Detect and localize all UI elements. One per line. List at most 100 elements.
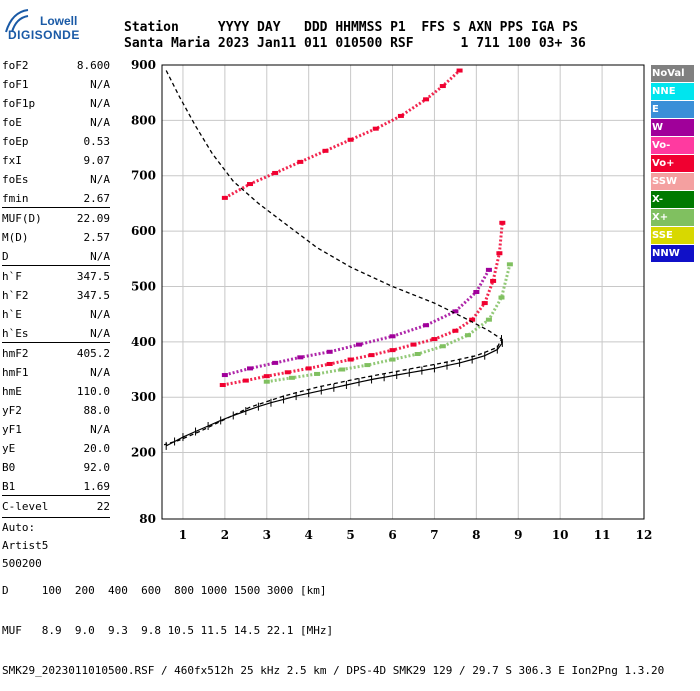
param-row: yF1 N/A [2, 420, 110, 439]
legend-item-noval: NoVal [651, 65, 694, 82]
param-name: foEs [2, 173, 29, 186]
param-row: yF2 88.0 [2, 401, 110, 420]
param-row: h`F 347.5 [2, 267, 110, 286]
legend: NoVal NNE E W Vo- Vo+ SSW X- X+ SSE NNW [651, 65, 694, 263]
param-value: N/A [90, 308, 110, 321]
param-value: 0.53 [83, 135, 111, 148]
y-tick-label: 300 [131, 390, 156, 404]
chart-profile [163, 70, 503, 446]
param-value: 2.57 [83, 231, 111, 244]
x-tick-label: 1 [179, 528, 187, 542]
x-tick-label: 12 [636, 528, 653, 542]
plot-frame [161, 64, 645, 520]
param-name: fmin [2, 192, 29, 205]
x-tick-label: 2 [221, 528, 229, 542]
series-point [263, 379, 270, 384]
x-tick-label: 11 [594, 528, 611, 542]
series-point [452, 309, 459, 314]
param-row: hmF2 405.2 [2, 344, 110, 363]
y-tick-label: 900 [131, 58, 156, 72]
param-row: hmF1 N/A [2, 363, 110, 382]
param-value: 22.09 [76, 212, 110, 225]
param-row: MUF(D) 22.09 [2, 209, 110, 228]
param-name: h`Es [2, 327, 29, 340]
series-point [219, 383, 226, 388]
param-value: 20.0 [83, 442, 111, 455]
y-tick-label: 700 [131, 169, 156, 183]
legend-item-w: W [651, 119, 694, 136]
param-separator [2, 265, 110, 267]
series-point [464, 333, 471, 338]
param-value: N/A [90, 423, 110, 436]
series-point [314, 371, 321, 376]
param-value: 1.69 [83, 480, 111, 493]
footer-file-info: SMK29_2023011010500.RSF / 460fx512h 25 k… [2, 664, 665, 677]
param-name: h`E [2, 308, 22, 321]
header-values: Santa Maria 2023 Jan11 011 010500 RSF 1 … [124, 36, 586, 51]
series-point [368, 353, 375, 358]
param-name: yF1 [2, 423, 22, 436]
param-row: h`E N/A [2, 305, 110, 324]
param-row: h`Es N/A [2, 324, 110, 343]
param-name: B0 [2, 461, 16, 474]
param-row: fxI 9.07 [2, 151, 110, 170]
param-separator [2, 495, 110, 497]
x-tick-label: 8 [472, 528, 480, 542]
series-point [305, 366, 312, 371]
ionogram-chart: 1 2 3 4 5 6 7 8 9 10 11 128020030040050060070080090… [131, 58, 653, 542]
param-value: 347.5 [76, 289, 110, 302]
legend-item-ssw: SSW [651, 173, 694, 190]
series-point [297, 159, 304, 164]
param-row: foF1 N/A [2, 75, 110, 94]
header-labels: Station YYYY DAY DDD HHMMSS P1 FFS S AXN… [124, 20, 578, 35]
auto-line3: 500200 [2, 557, 42, 570]
param-name: foF1p [2, 97, 36, 110]
param-value: N/A [90, 366, 110, 379]
series-band [224, 269, 491, 377]
param-row: fmin 2.67 [2, 189, 110, 208]
param-value: N/A [90, 173, 110, 186]
param-value: 8.600 [76, 59, 110, 72]
param-name: foE [2, 116, 22, 129]
param-separator [2, 207, 110, 209]
param-value: N/A [90, 250, 110, 263]
series-point [389, 357, 396, 362]
x-tick-label: 9 [514, 528, 522, 542]
series-band [266, 263, 512, 384]
series-point [439, 344, 446, 349]
param-row: D N/A [2, 247, 110, 266]
legend-item-sse: SSE [651, 227, 694, 244]
param-row: C-level 22 [2, 497, 110, 516]
series-point [284, 370, 291, 375]
param-row: foF2 8.600 [2, 56, 110, 75]
y-tick-label: 600 [131, 224, 156, 238]
y-tick-label: 200 [131, 446, 156, 460]
logo-line2: DIGISONDE [8, 28, 80, 42]
chart-series [219, 68, 513, 388]
param-value: N/A [90, 327, 110, 340]
series-point [498, 295, 505, 300]
series-point [485, 267, 492, 272]
x-tick-label: 5 [346, 528, 354, 542]
series-0 [219, 220, 506, 388]
x-tick-label: 6 [388, 528, 396, 542]
series-point [326, 349, 333, 354]
param-value: 347.5 [76, 270, 110, 283]
footer-distance-row: D 100 200 400 600 800 1000 1500 3000 [km… [2, 584, 327, 597]
param-row: h`F2 347.5 [2, 286, 110, 305]
x-tick-label: 3 [263, 528, 271, 542]
param-row: yE 20.0 [2, 439, 110, 458]
series-point [490, 278, 497, 283]
y-tick-label: 800 [131, 113, 156, 127]
series-point [452, 328, 459, 333]
series-point [347, 137, 354, 142]
param-value: 9.07 [83, 154, 111, 167]
series-point [410, 342, 417, 347]
param-value: 88.0 [83, 404, 111, 417]
param-row: hmE 110.0 [2, 382, 110, 401]
param-separator [2, 342, 110, 344]
param-name: hmF2 [2, 347, 29, 360]
x-tick-label: 7 [430, 528, 438, 542]
series-2 [263, 262, 513, 384]
auto-line2: Artist5 [2, 539, 49, 552]
